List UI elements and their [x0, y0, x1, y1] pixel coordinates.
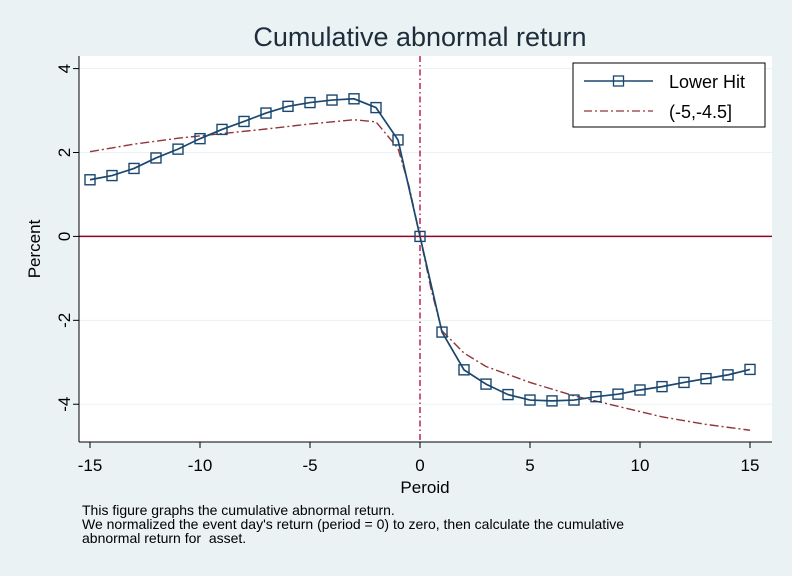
chart-title: Cumulative abnormal return	[253, 22, 586, 52]
lower-hit-point	[150, 152, 162, 164]
lower-hit-point	[546, 395, 558, 407]
lower-hit-point	[326, 94, 338, 106]
legend: Lower Hit (-5,-4.5]	[572, 62, 766, 128]
lower-hit-point	[480, 378, 492, 390]
lower-hit-point	[524, 394, 536, 406]
lower-hit-point	[282, 100, 294, 113]
lower-hit-point	[700, 372, 712, 385]
lower-hit-point	[370, 101, 382, 114]
lower-hit-point	[722, 369, 734, 381]
lower-hit-point	[678, 376, 690, 389]
legend-box	[572, 62, 766, 128]
x-tick-label: 5	[525, 456, 534, 475]
note-line-2: We normalized the event day's return (pe…	[82, 516, 625, 532]
lower-hit-point	[128, 162, 140, 175]
figure-note: This figure graphs the cumulative abnorm…	[82, 503, 624, 545]
lower-hit-point	[106, 169, 118, 182]
lower-hit-point	[238, 115, 250, 128]
x-tick-label: 0	[415, 456, 424, 475]
x-tick-label: 15	[741, 456, 760, 475]
series-layer	[84, 93, 756, 431]
lower-hit-point	[216, 123, 228, 136]
legend-label-lower-hit: Lower Hit	[669, 72, 745, 92]
lower-hit-point	[656, 380, 668, 393]
y-axis-title: Percent	[25, 219, 44, 278]
x-tick-label: -10	[188, 456, 213, 475]
lower-hit-point	[392, 134, 404, 146]
lower-hit-point	[84, 174, 96, 186]
y-tick-label: 2	[55, 148, 74, 157]
lower-hit-point	[458, 364, 470, 376]
lower-hit-point	[436, 326, 448, 338]
ticks: -4 -2 0 2 4 -15 -10 -5 0 5 10 15	[55, 64, 759, 475]
lower-hit-point	[348, 93, 360, 105]
lower-hit-point	[590, 390, 602, 403]
x-tick-label: 10	[631, 456, 650, 475]
series-lower-hit-line	[89, 97, 751, 402]
x-axis-title: Peroid	[400, 478, 449, 497]
note-line-1: This figure graphs the cumulative abnorm…	[82, 502, 395, 518]
lower-hit-point	[414, 230, 426, 243]
lower-hit-point	[194, 132, 206, 145]
x-tick-label: -15	[78, 456, 103, 475]
axes	[78, 56, 772, 443]
lower-hit-point	[612, 388, 624, 400]
note-line-3: abnormal return for asset.	[82, 530, 247, 546]
lower-hit-point	[634, 384, 646, 396]
y-tick-label: 4	[55, 64, 74, 73]
y-tick-label: -2	[55, 313, 74, 328]
lower-hit-point	[744, 363, 756, 376]
lower-hit-point	[304, 96, 316, 109]
lower-hit-point	[502, 388, 514, 401]
lower-hit-point	[172, 143, 184, 155]
y-tick-label: -4	[55, 397, 74, 412]
lower-hit-point	[260, 107, 272, 119]
x-tick-label: -5	[302, 456, 317, 475]
y-tick-label: 0	[55, 232, 74, 241]
lower-hit-point	[568, 394, 580, 406]
legend-label-range: (-5,-4.5]	[669, 102, 732, 122]
legend-marker-lower-hit	[612, 75, 625, 87]
